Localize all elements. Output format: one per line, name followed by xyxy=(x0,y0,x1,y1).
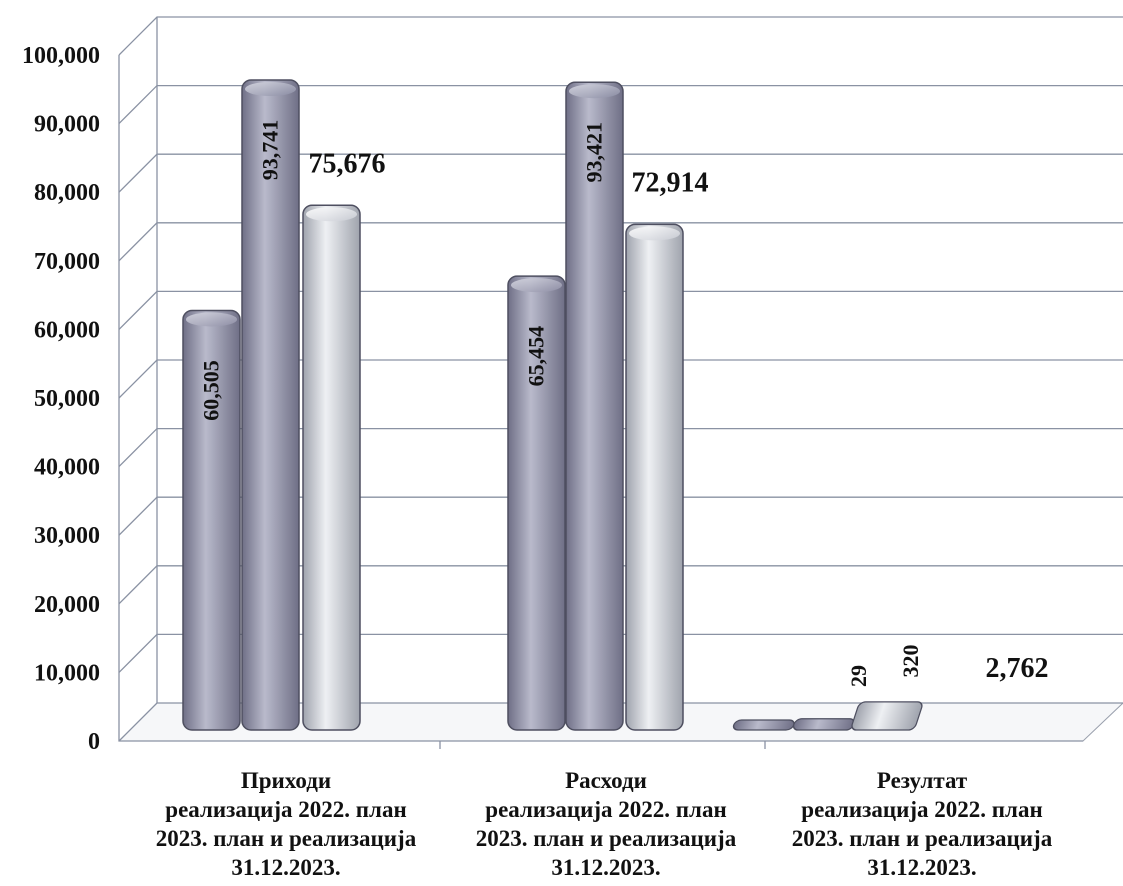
bar-top xyxy=(186,312,237,327)
bar-1-1 xyxy=(565,81,624,731)
bar-body xyxy=(507,275,566,731)
bar-2-0 xyxy=(732,719,795,731)
x-category-label-line: Приходи xyxy=(240,768,332,793)
y-tick-label: 50,000 xyxy=(34,386,100,412)
bar-top xyxy=(245,82,296,96)
bar-body xyxy=(851,701,923,731)
data-label: 75,676 xyxy=(309,148,386,179)
x-category-label-line: реализација 2022. план xyxy=(485,797,727,822)
y-tick-label: 0 xyxy=(88,729,100,755)
x-category-label-line: 31.12.2023. xyxy=(231,855,341,880)
x-category-label-line: 31.12.2023. xyxy=(551,855,661,880)
data-label: 2,762 xyxy=(986,653,1049,684)
bar-1-2 xyxy=(625,223,684,731)
x-category-label-line: 2023. план и реализација xyxy=(791,826,1053,851)
bar-body xyxy=(625,223,684,731)
x-category-label-line: 2023. план и реализација xyxy=(155,826,417,851)
bar-top xyxy=(569,84,620,99)
data-label: 93,421 xyxy=(582,122,607,183)
data-label: 320 xyxy=(898,645,923,678)
x-category-label-line: 2023. план и реализација xyxy=(475,826,737,851)
x-category-label-line: реализација 2022. план xyxy=(801,797,1043,822)
x-category-label: Приходи реализација 2022. план 2023. план … xyxy=(136,766,436,882)
y-tick-label: 100,000 xyxy=(22,43,100,69)
y-tick-label: 20,000 xyxy=(34,592,100,618)
bar-0-0 xyxy=(182,309,241,731)
x-category-label: Резултат реализација 2022. план 2023. план… xyxy=(772,766,1072,882)
bar-body xyxy=(792,718,855,731)
bar-top xyxy=(629,226,680,241)
y-tick-label: 40,000 xyxy=(34,455,100,481)
y-tick-label: 60,000 xyxy=(34,317,100,343)
data-label: 72,914 xyxy=(632,167,709,198)
bar-1-0 xyxy=(507,275,566,731)
bar-top xyxy=(306,207,357,222)
bar-0-1 xyxy=(241,79,300,731)
x-category-label-line: 31.12.2023. xyxy=(867,855,977,880)
x-category-label: Расходи реализација 2022. план 2023. план … xyxy=(456,766,756,882)
y-tick-label: 90,000 xyxy=(34,112,100,138)
bar-0-2 xyxy=(302,204,361,731)
x-category-label-line: Резултат xyxy=(876,768,968,793)
bar-body xyxy=(182,309,241,731)
bar-top xyxy=(511,278,562,293)
y-tick-label: 30,000 xyxy=(34,523,100,549)
bar-body xyxy=(302,204,361,731)
x-category-label-line: Расходи xyxy=(565,768,647,793)
data-label: 60,505 xyxy=(199,360,224,421)
bar-2-2 xyxy=(851,701,923,731)
bar-body xyxy=(241,79,300,731)
x-category-label-line: реализација 2022. план xyxy=(165,797,407,822)
bar-body xyxy=(732,719,795,731)
data-label: 93,741 xyxy=(258,120,283,181)
y-tick-label: 70,000 xyxy=(34,249,100,275)
y-tick-label: 10,000 xyxy=(34,660,100,686)
bar-body xyxy=(565,81,624,731)
bar-2-1 xyxy=(792,718,855,731)
data-label: 65,454 xyxy=(524,326,549,387)
data-label: 29 xyxy=(846,665,871,687)
y-tick-label: 80,000 xyxy=(34,180,100,206)
